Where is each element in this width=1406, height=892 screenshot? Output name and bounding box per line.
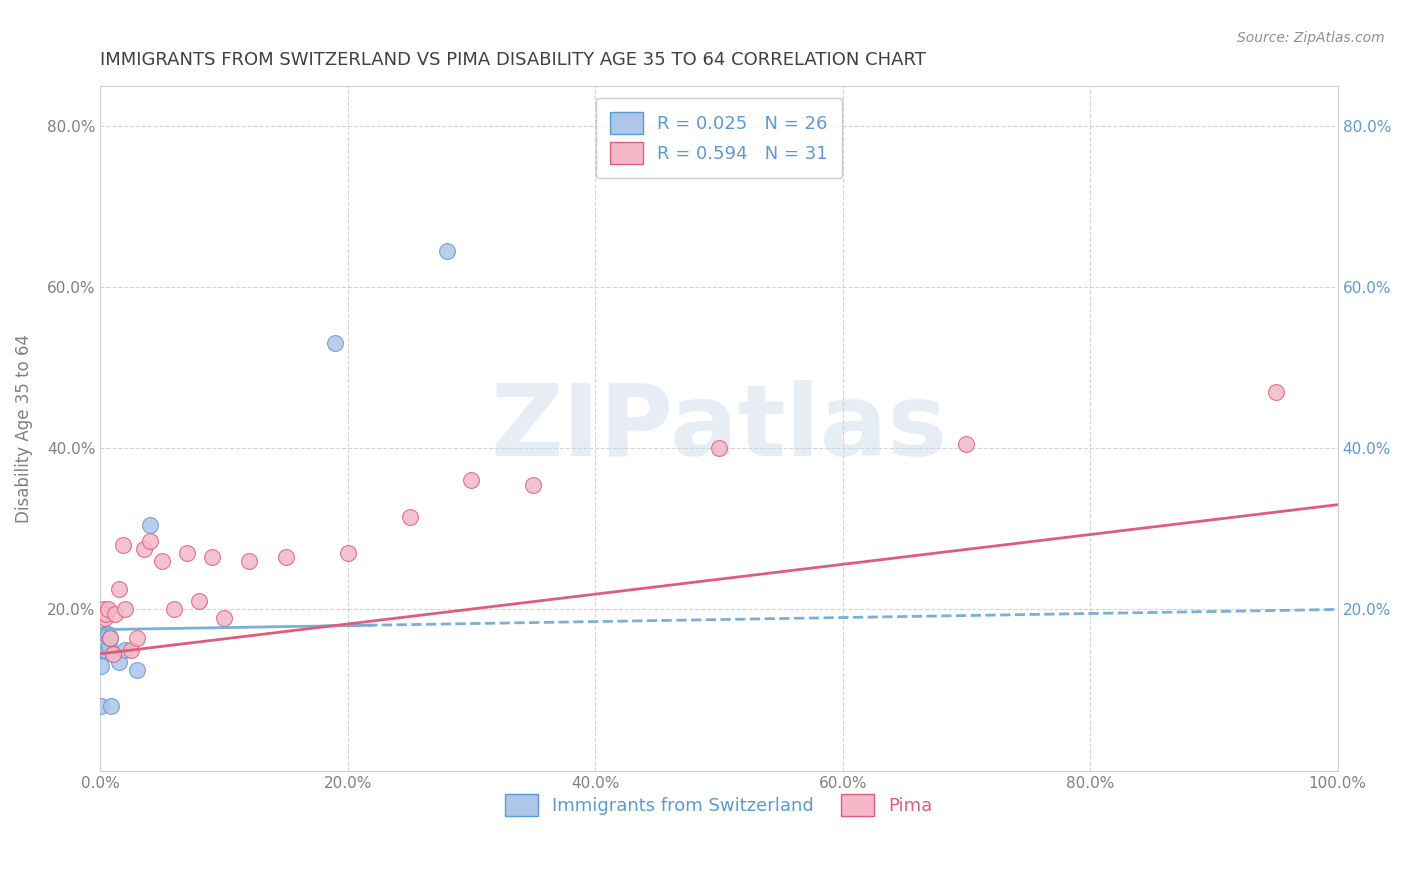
Point <box>398 509 420 524</box>
Point <box>522 477 544 491</box>
Point <box>90 659 112 673</box>
Point <box>90 607 112 621</box>
Point <box>97 639 120 653</box>
Point <box>90 639 112 653</box>
Point <box>100 699 122 714</box>
Point <box>238 554 260 568</box>
Point <box>91 631 114 645</box>
Point <box>150 554 173 568</box>
Point <box>91 642 114 657</box>
Point <box>94 642 117 657</box>
Point <box>127 631 149 645</box>
Point <box>336 546 359 560</box>
Point <box>96 634 118 648</box>
Point <box>91 639 114 653</box>
Y-axis label: Disability Age 35 to 64: Disability Age 35 to 64 <box>15 334 32 523</box>
Point <box>101 647 124 661</box>
Point <box>274 550 297 565</box>
Point <box>188 594 211 608</box>
Point <box>212 610 235 624</box>
Point <box>1264 384 1286 399</box>
Legend: Immigrants from Switzerland, Pima: Immigrants from Switzerland, Pima <box>498 787 939 823</box>
Point <box>707 442 730 456</box>
Point <box>176 546 198 560</box>
Point <box>111 538 134 552</box>
Point <box>201 550 224 565</box>
Text: ZIPatlas: ZIPatlas <box>491 380 948 476</box>
Point <box>98 631 121 645</box>
Point <box>91 634 114 648</box>
Point <box>108 655 131 669</box>
Point <box>163 602 186 616</box>
Point <box>93 626 115 640</box>
Point <box>96 626 118 640</box>
Point <box>460 474 482 488</box>
Point <box>132 541 155 556</box>
Point <box>96 639 118 653</box>
Point <box>139 517 162 532</box>
Text: Source: ZipAtlas.com: Source: ZipAtlas.com <box>1237 31 1385 45</box>
Point <box>127 663 149 677</box>
Point <box>139 533 162 548</box>
Point <box>97 626 120 640</box>
Point <box>120 642 142 657</box>
Point <box>90 699 112 714</box>
Point <box>97 602 120 616</box>
Point <box>98 631 121 645</box>
Point <box>108 582 131 597</box>
Text: IMMIGRANTS FROM SWITZERLAND VS PIMA DISABILITY AGE 35 TO 64 CORRELATION CHART: IMMIGRANTS FROM SWITZERLAND VS PIMA DISA… <box>100 51 927 69</box>
Point <box>101 647 124 661</box>
Point <box>114 642 136 657</box>
Point <box>436 244 458 258</box>
Point <box>325 336 347 351</box>
Point <box>93 607 115 621</box>
Point <box>93 639 115 653</box>
Point <box>93 631 115 645</box>
Point <box>91 602 114 616</box>
Point <box>104 607 127 621</box>
Point <box>114 602 136 616</box>
Point <box>96 607 118 621</box>
Point <box>94 610 117 624</box>
Point <box>955 437 977 451</box>
Point <box>94 631 117 645</box>
